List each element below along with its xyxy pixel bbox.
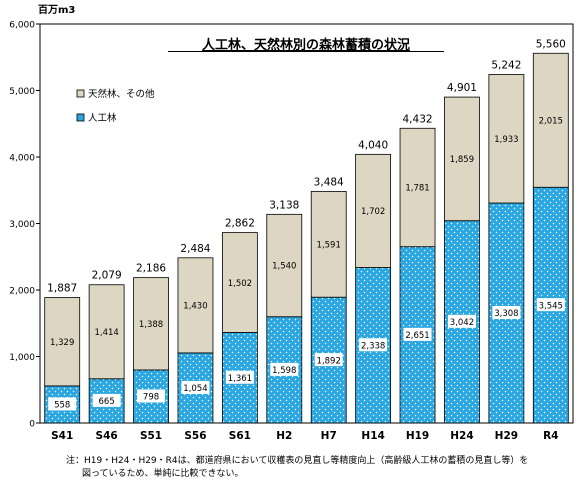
bars-group: 558 1,329 1,887 S41 665 1,414 2,079 S46 798 1,388… (44, 38, 569, 442)
total-value-label: 5,560 (536, 38, 566, 50)
x-tick-label: H2 (276, 430, 292, 442)
y-axis: 0 1,000 2,000 3,000 4,000 5,000 6,000 (9, 21, 40, 430)
natural-value-label: 1,430 (183, 302, 207, 312)
unit-label: 百万m3 (38, 4, 75, 16)
planted-value-box (181, 380, 210, 394)
planted-value-label: 3,308 (494, 309, 518, 319)
natural-value-label: 1,329 (50, 338, 74, 348)
natural-value-label: 1,781 (405, 184, 429, 194)
x-tick-label: H29 (495, 430, 518, 442)
total-value-label: 4,432 (403, 113, 433, 125)
bar-natural-H29 (488, 74, 525, 204)
y-tick-label: 6,000 (9, 21, 35, 31)
total-value-label: 2,862 (225, 218, 255, 230)
planted-value-label: 2,651 (405, 331, 429, 341)
x-tick-label: H24 (450, 430, 473, 442)
natural-value-label: 1,388 (139, 320, 163, 330)
planted-value-label: 665 (99, 397, 115, 407)
natural-value-label: 1,414 (94, 328, 118, 338)
total-value-label: 5,242 (491, 59, 521, 71)
natural-value-label: 2,015 (539, 116, 563, 126)
total-value-label: 1,887 (47, 283, 77, 295)
planted-value-label: 1,054 (183, 384, 207, 394)
natural-value-label: 1,540 (272, 262, 296, 272)
bar-natural-R4 (532, 52, 569, 188)
x-tick-label: S51 (140, 430, 162, 442)
planted-value-label: 798 (143, 393, 159, 403)
total-value-label: 2,484 (180, 243, 210, 255)
x-tick-label: H14 (361, 430, 384, 442)
chart-title: 人工林、天然林別の森林蓄積の状況 (202, 37, 410, 53)
planted-value-box (314, 353, 343, 367)
bar-natural-H14 (355, 153, 392, 268)
natural-value-label: 1,859 (450, 155, 474, 165)
planted-value-box (48, 397, 77, 411)
legend-swatch-planted (76, 113, 85, 122)
natural-value-label: 1,502 (228, 279, 252, 289)
planted-value-label: 558 (54, 401, 70, 411)
natural-value-label: 1,702 (361, 207, 385, 217)
bar-natural-H2 (266, 213, 303, 318)
x-tick-label: S61 (229, 430, 251, 442)
y-tick-label: 0 (29, 420, 35, 430)
planted-value-label: 3,042 (450, 318, 474, 328)
bar-natural-H19 (399, 127, 436, 248)
natural-value-label: 1,933 (494, 135, 518, 145)
bar-natural-H7 (310, 190, 347, 298)
footnote-line-1: 注：H19・H24・H29・R4は、都道府県において収穫表の見直し等精度向上（高… (66, 456, 529, 466)
x-tick-label: R4 (543, 430, 558, 442)
total-value-label: 4,040 (358, 139, 388, 151)
x-tick-label: S41 (51, 430, 73, 442)
legend-label-natural: 天然林、その他 (88, 88, 155, 100)
bar-natural-H24 (444, 96, 480, 222)
total-value-label: 2,079 (92, 270, 122, 282)
y-tick-label: 2,000 (9, 287, 35, 297)
planted-value-box (225, 370, 254, 384)
plot-area (39, 23, 574, 424)
planted-value-box (359, 338, 388, 352)
x-tick-label: S56 (184, 430, 206, 442)
y-tick-label: 3,000 (9, 220, 35, 230)
total-value-label: 3,138 (269, 199, 299, 211)
y-tick-label: 1,000 (9, 353, 35, 363)
y-tick-label: 4,000 (9, 154, 35, 164)
planted-value-label: 3,545 (539, 301, 563, 311)
y-tick-label: 5,000 (9, 87, 35, 97)
legend-swatch-natural (76, 89, 85, 98)
planted-value-box (270, 362, 299, 376)
planted-value-box (447, 314, 476, 328)
planted-value-box (492, 306, 521, 320)
legend-label-planted: 人工林 (88, 112, 117, 124)
x-tick-label: S46 (96, 430, 118, 442)
bar-natural-S56 (177, 257, 214, 354)
planted-value-box (403, 327, 432, 341)
planted-value-label: 1,361 (228, 374, 252, 384)
footnote-line-2: 図っているため、単純に比較できない。 (82, 469, 244, 479)
bar-natural-S46 (88, 284, 125, 380)
planted-value-box (536, 298, 565, 312)
planted-value-label: 1,892 (317, 356, 341, 366)
planted-value-box (92, 393, 121, 407)
planted-value-label: 2,338 (361, 341, 385, 351)
natural-value-label: 1,591 (317, 240, 341, 250)
bar-natural-S61 (221, 232, 258, 333)
total-value-label: 4,901 (447, 82, 477, 94)
x-tick-label: H7 (321, 430, 337, 442)
planted-value-label: 1,598 (272, 366, 296, 376)
bar-natural-S51 (133, 277, 169, 371)
total-value-label: 3,484 (314, 176, 344, 188)
stacked-bar-chart: 百万m3 人工林、天然林別の森林蓄積の状況 0 1,000 2,000 3,000 4,… (9, 4, 574, 442)
planted-value-box (137, 389, 166, 403)
total-value-label: 2,186 (136, 263, 166, 275)
bar-natural-S41 (44, 297, 81, 387)
footnote: 注：H19・H24・H29・R4は、都道府県において収穫表の見直し等精度向上（高… (66, 455, 528, 481)
x-tick-label: H19 (406, 430, 429, 442)
